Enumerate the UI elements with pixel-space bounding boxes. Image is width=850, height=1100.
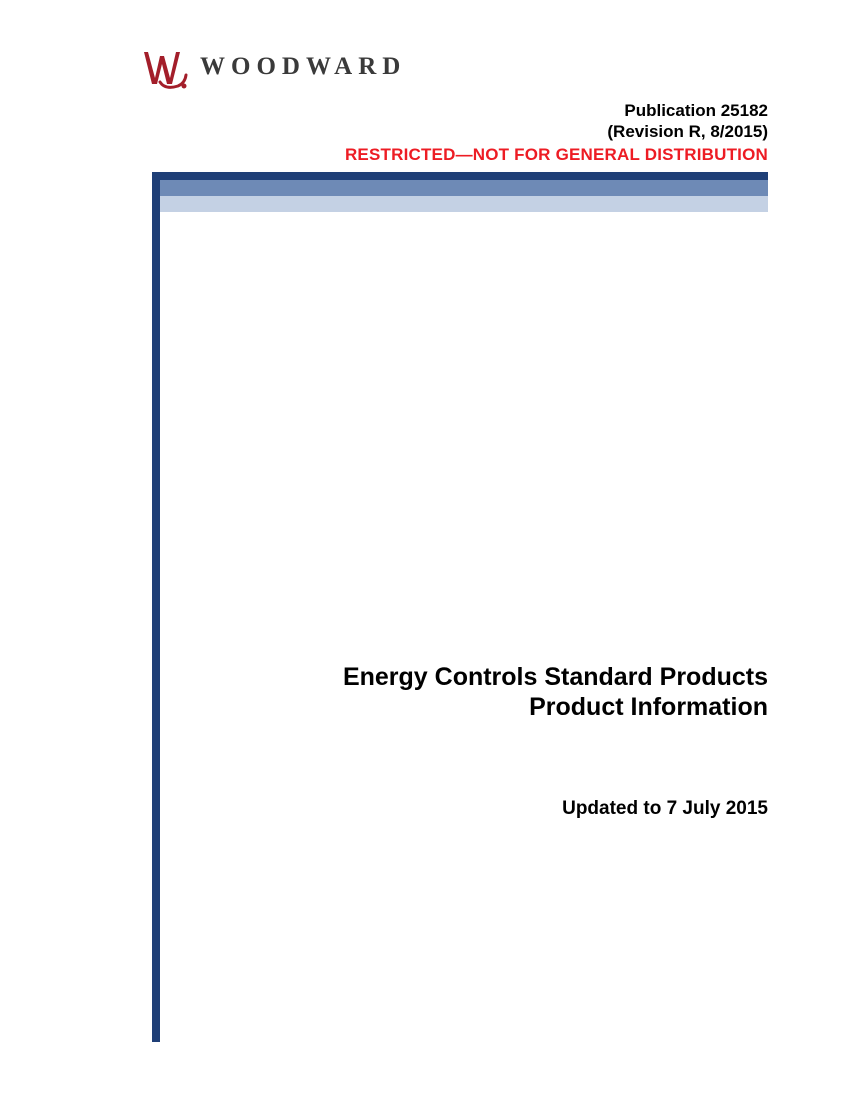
document-page: WOODWARD Publication 25182 (Revision R, … — [0, 0, 850, 1100]
restricted-notice: RESTRICTED—NOT FOR GENERAL DISTRIBUTION — [345, 145, 768, 165]
updated-date: Updated to 7 July 2015 — [562, 798, 768, 820]
revision-info: (Revision R, 8/2015) — [345, 121, 768, 142]
woodward-logo-icon — [140, 42, 190, 92]
title-line-2: Product Information — [343, 692, 768, 722]
updated-block: Updated to 7 July 2015 — [562, 798, 768, 820]
title-line-1: Energy Controls Standard Products — [343, 662, 768, 692]
vertical-rule — [152, 172, 160, 1042]
publication-number: Publication 25182 — [345, 100, 768, 121]
logo-text: WOODWARD — [200, 53, 406, 81]
horizontal-rule-mid — [160, 180, 768, 196]
logo-block: WOODWARD — [140, 42, 406, 92]
document-title-block: Energy Controls Standard Products Produc… — [343, 662, 768, 722]
horizontal-rule-dark — [160, 172, 768, 180]
horizontal-rule-light — [160, 196, 768, 212]
header-metadata: Publication 25182 (Revision R, 8/2015) R… — [345, 100, 768, 165]
